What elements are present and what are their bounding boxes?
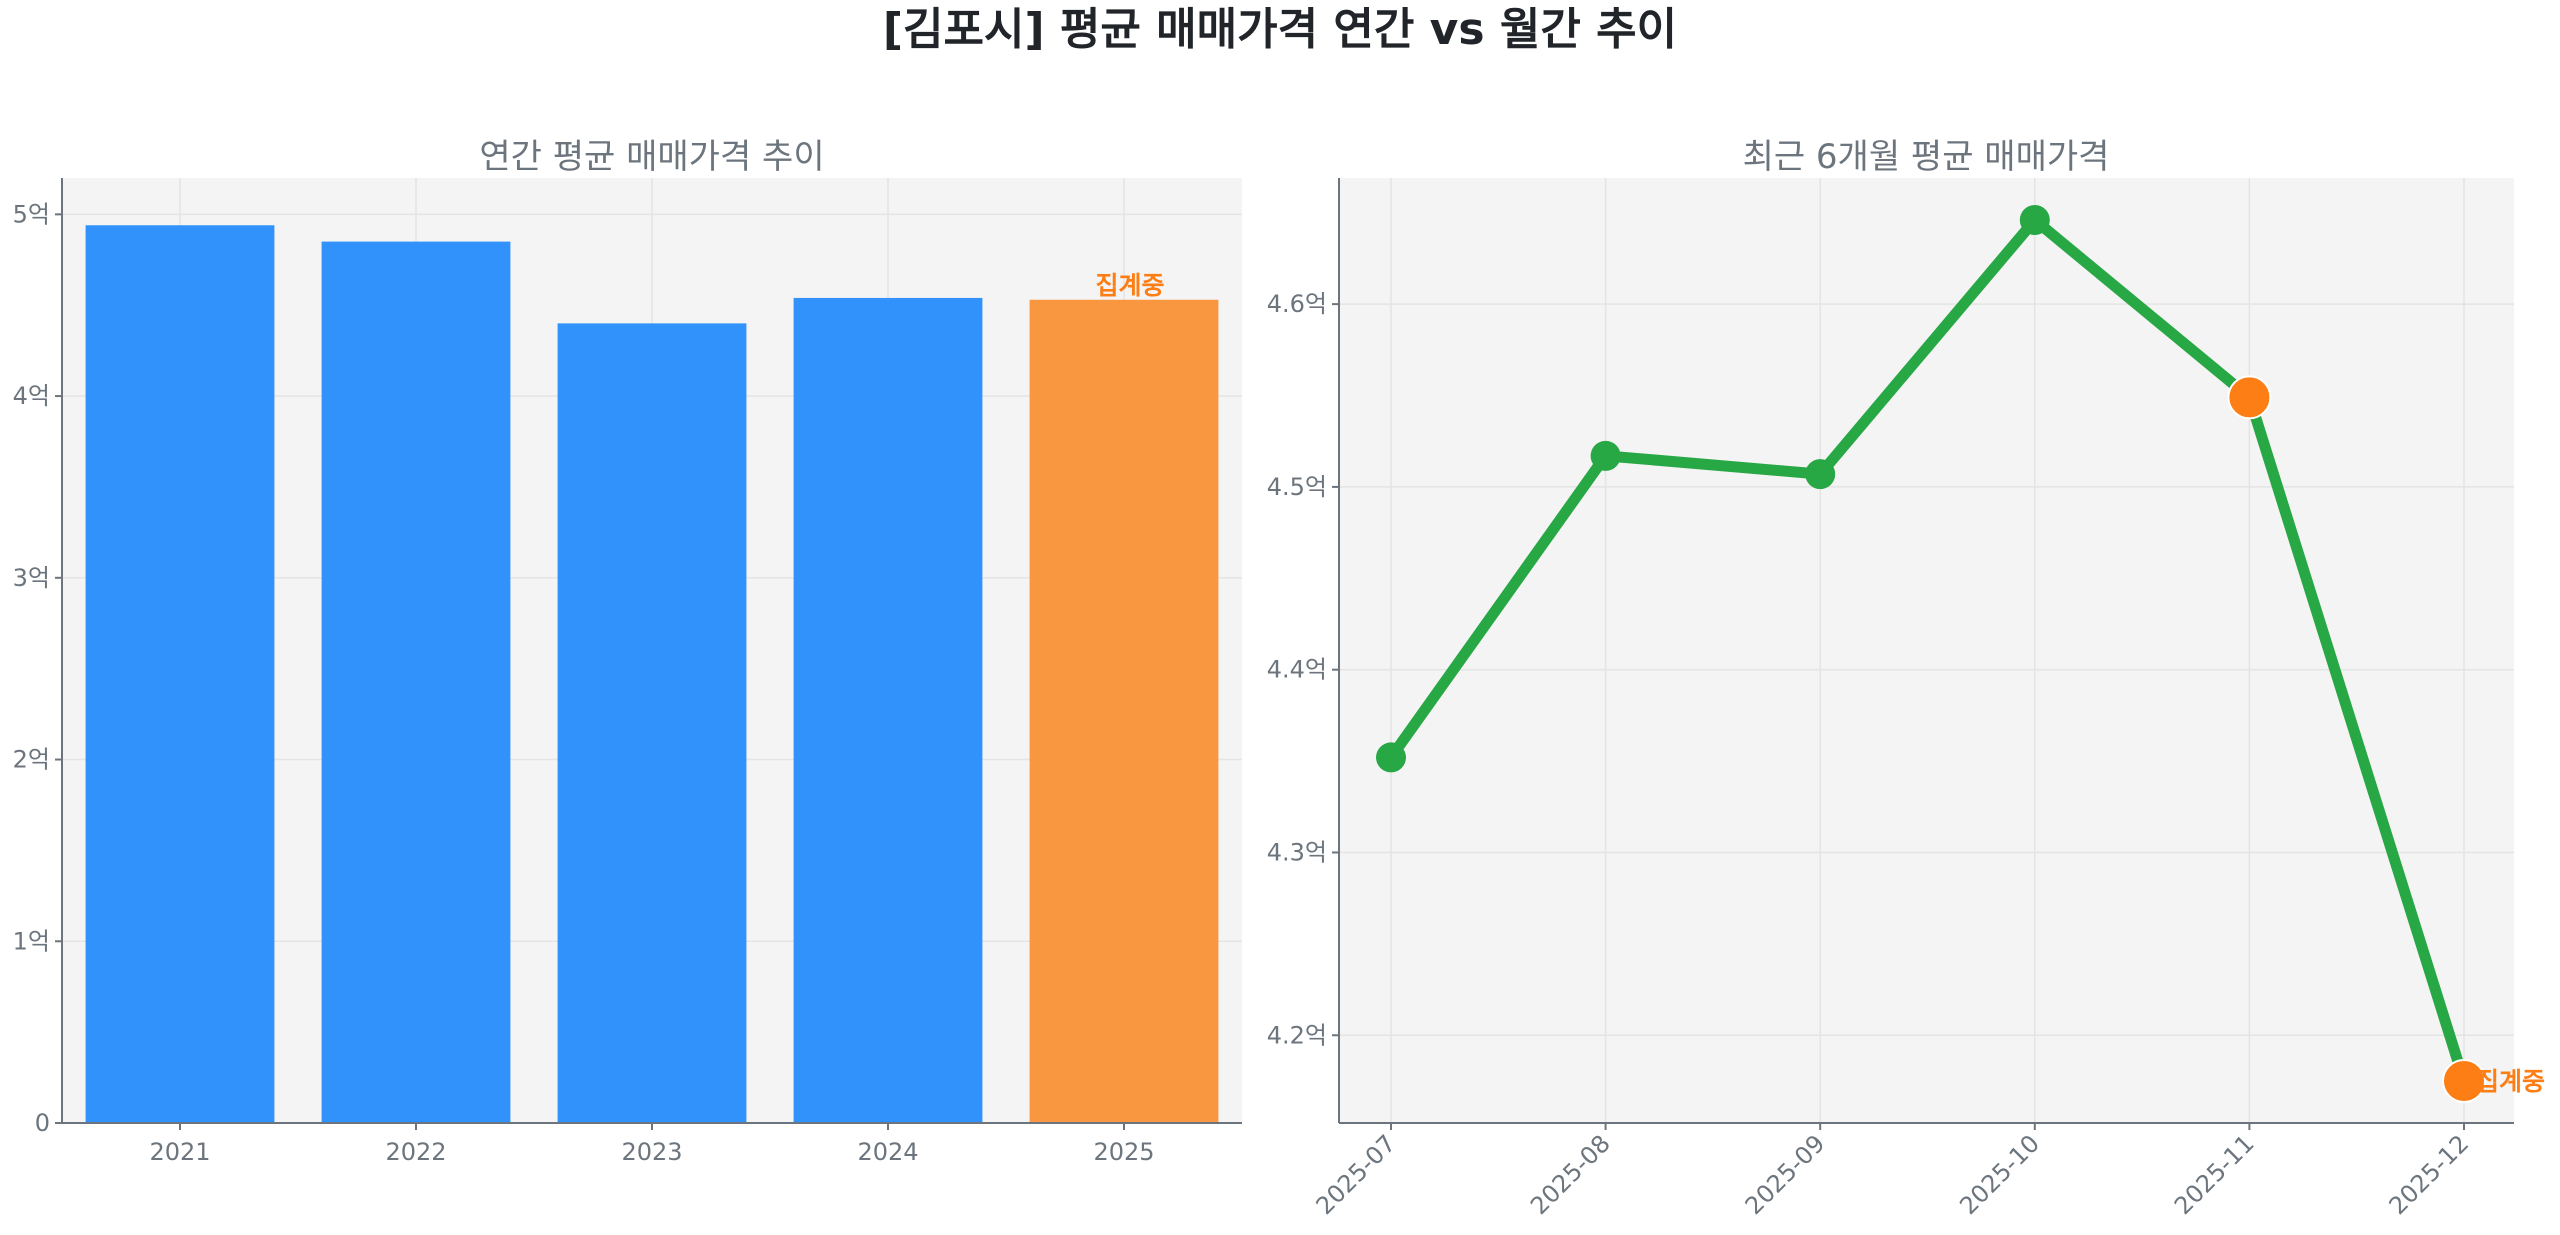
data-point-2025-09 (1805, 459, 1836, 490)
monthly-chart-title: 최근 6개월 평균 매매가격 (1743, 137, 2110, 177)
y-tick-label: 4.4억 (1267, 656, 1327, 684)
bar-2021 (85, 225, 275, 1123)
x-tick-label: 2024 (857, 1138, 918, 1166)
data-point-2025-08 (1590, 440, 1621, 471)
x-tick-label: 2022 (385, 1138, 446, 1166)
y-tick-label: 2억 (13, 746, 50, 774)
bar-2025 (1029, 299, 1219, 1123)
y-tick-label: 5억 (13, 200, 50, 228)
monthly-series-line (1386, 214, 2470, 1083)
x-tick-label: 2025 (1093, 1138, 1154, 1166)
x-tick-label: 2025-09 (1740, 1129, 1831, 1220)
y-tick-label: 3억 (13, 564, 50, 592)
partial-annotation: 집계중 (2476, 1067, 2545, 1096)
x-tick-label: 2025-10 (1954, 1129, 2045, 1220)
bar-2022 (321, 241, 511, 1123)
x-tick-label: 2025-08 (1525, 1129, 1616, 1220)
x-tick-label: 2025-07 (1311, 1129, 1402, 1220)
y-tick-label: 4억 (13, 382, 50, 410)
data-point-2025-10 (2019, 205, 2050, 236)
x-tick-label: 2025-12 (2384, 1129, 2475, 1220)
y-tick-label: 0 (35, 1109, 50, 1137)
y-tick-label: 4.2억 (1267, 1021, 1327, 1049)
bar-2024 (793, 297, 983, 1123)
x-tick-label: 2023 (621, 1138, 682, 1166)
y-tick-label: 4.5억 (1267, 473, 1327, 501)
x-tick-label: 2021 (149, 1138, 210, 1166)
data-point-2025-07 (1376, 742, 1406, 773)
annual-bar-chart: 연간 평균 매매가격 추이 0 1억 2억 3억 4억 5억 2021 2022 2023 202… (13, 137, 1242, 1166)
figure-title: [김포시] 평균 매매가격 연간 vs 월간 추이 (883, 4, 1677, 55)
monthly-line-chart: 최근 6개월 평균 매매가격 4.2억 4.3억 4.4억 4.5억 4.6억 2025-… (1267, 137, 2545, 1220)
y-tick-label: 4.6억 (1267, 290, 1327, 318)
x-tick-label: 2025-11 (2169, 1129, 2260, 1220)
y-tick-label: 1억 (13, 927, 50, 955)
bar-2023 (557, 323, 747, 1123)
data-point-2025-11 (2227, 375, 2272, 420)
data-point-2025-12 (2442, 1058, 2486, 1103)
annual-chart-title: 연간 평균 매매가격 추이 (479, 137, 824, 177)
plot-background (1339, 178, 2514, 1123)
partial-annotation: 집계중 (1095, 271, 1164, 300)
y-tick-label: 4.3억 (1267, 838, 1327, 866)
